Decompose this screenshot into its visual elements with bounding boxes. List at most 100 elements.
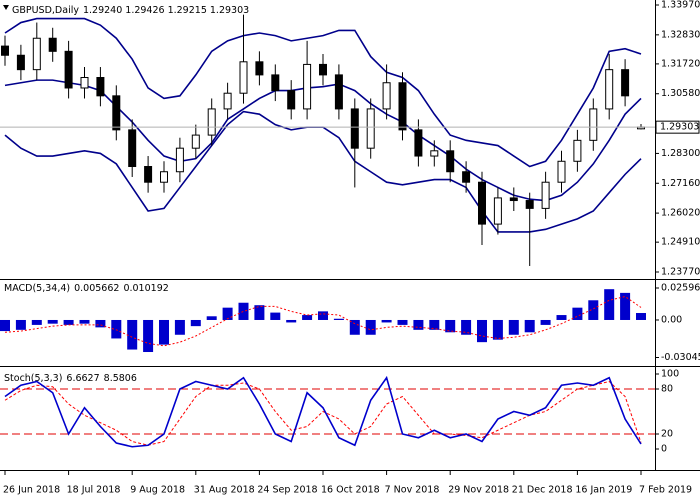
header-part: 0.005662 (74, 283, 119, 294)
candle-body (239, 61, 248, 94)
band-upper (4, 17, 642, 168)
macd-bar (15, 319, 26, 330)
macd-bar (540, 319, 551, 325)
candle-body (478, 181, 486, 225)
macd-bar (461, 319, 472, 335)
y-tick-label: 20 (661, 429, 673, 440)
macd-bar (222, 307, 233, 320)
header-part: 1.29240 1.29426 1.29215 1.29303 (83, 5, 249, 16)
header-part: 0.010192 (123, 283, 168, 294)
y-tick-label: 100 (661, 369, 679, 380)
y-tick-label: 1.32830 (661, 29, 700, 40)
macd-bar (333, 318, 344, 320)
stoch-signal (4, 380, 642, 446)
y-tick-label: 1.27160 (661, 178, 700, 189)
candle-body (223, 92, 232, 110)
candle-body (462, 171, 471, 183)
header-part: MACD(5,34,4) (4, 283, 70, 294)
candle-body (398, 82, 407, 131)
candle-body (144, 166, 153, 183)
stoch-main (4, 375, 642, 448)
candle-body (589, 108, 598, 141)
y-tick-label: 1.23770 (661, 267, 700, 278)
macd-bar (238, 302, 249, 320)
macd-bar (572, 307, 583, 320)
macd-bar (174, 319, 185, 335)
candle-body (525, 200, 534, 209)
y-tick-label: 80 (661, 384, 673, 395)
candle-body (366, 108, 375, 149)
x-tick-label: 18 Jul 2018 (67, 485, 121, 496)
candle-body (382, 82, 391, 110)
y-tick-label: 0.00 (661, 314, 682, 325)
x-tick-label: 29 Nov 2018 (448, 485, 509, 496)
candle-body (493, 197, 502, 225)
candle-body (334, 74, 343, 110)
symbol-icon (3, 5, 9, 10)
macd-bar (492, 319, 503, 340)
candle-body (191, 134, 200, 149)
macd-bar (636, 313, 646, 320)
macd-bar (31, 319, 42, 325)
x-tick-label: 31 Aug 2018 (194, 485, 255, 496)
macd-bar (190, 319, 201, 327)
y-tick-label: 1.33970 (661, 0, 700, 11)
macd-bar (206, 316, 217, 320)
macd-bar (588, 300, 599, 320)
x-tick-label: 9 Aug 2018 (130, 485, 185, 496)
signal-line (4, 296, 642, 347)
y-tick-label: 1.24910 (661, 237, 700, 248)
candle-body (573, 139, 582, 162)
x-tick-label: 16 Jan 2019 (575, 485, 632, 496)
macd-bar (95, 319, 106, 328)
candle-body (32, 37, 41, 71)
candle-body (287, 90, 296, 110)
macd-bar (270, 312, 281, 320)
macd-bar (620, 292, 631, 320)
y-tick-label: 1.26020 (661, 208, 700, 219)
candle-body (557, 160, 566, 183)
candle-body (255, 61, 264, 76)
candle-body (175, 147, 184, 173)
macd-bar (63, 319, 74, 325)
candle-body (621, 69, 630, 97)
y-tick-label: 1.30580 (661, 88, 700, 99)
candle-body (16, 54, 25, 71)
candle-body (541, 181, 550, 209)
y-tick-label: -0.030457 (661, 352, 700, 363)
price-marker (655, 120, 700, 134)
y-tick-label: 0.025963 (661, 283, 700, 294)
macd-bar (111, 319, 122, 339)
candle-body (160, 171, 168, 183)
x-tick-label: 7 Nov 2018 (385, 485, 440, 496)
x-tick-label: 16 Oct 2018 (321, 485, 380, 496)
macd-bar (47, 319, 58, 324)
panel-header: MACD(5,34,4) 0.005662 0.010192 (4, 283, 169, 294)
x-tick-label: 26 Jun 2018 (3, 485, 60, 496)
macd-bar (0, 319, 10, 332)
candle-body (80, 77, 89, 89)
candle-body (303, 63, 312, 110)
macd-bar (254, 305, 265, 320)
candle-body (446, 150, 455, 173)
macd-bar (286, 319, 297, 323)
candle-body (112, 95, 121, 131)
macd-bar (318, 311, 328, 320)
candle-body (605, 69, 614, 110)
candle-body (48, 37, 57, 52)
header-part: Stoch(5,3,3) (4, 373, 62, 384)
candle-body (350, 108, 359, 149)
x-tick-label: 24 Sep 2018 (257, 485, 317, 496)
macd-bar (445, 319, 456, 333)
macd-bar (524, 319, 535, 333)
candle-body (96, 77, 105, 97)
candle-body (128, 129, 137, 168)
candle-body (509, 197, 518, 202)
candle-body (1, 45, 9, 56)
macd-bar (508, 319, 519, 335)
macd-bar (79, 319, 90, 324)
macd-bar (349, 319, 360, 335)
macd-bar (365, 319, 376, 335)
